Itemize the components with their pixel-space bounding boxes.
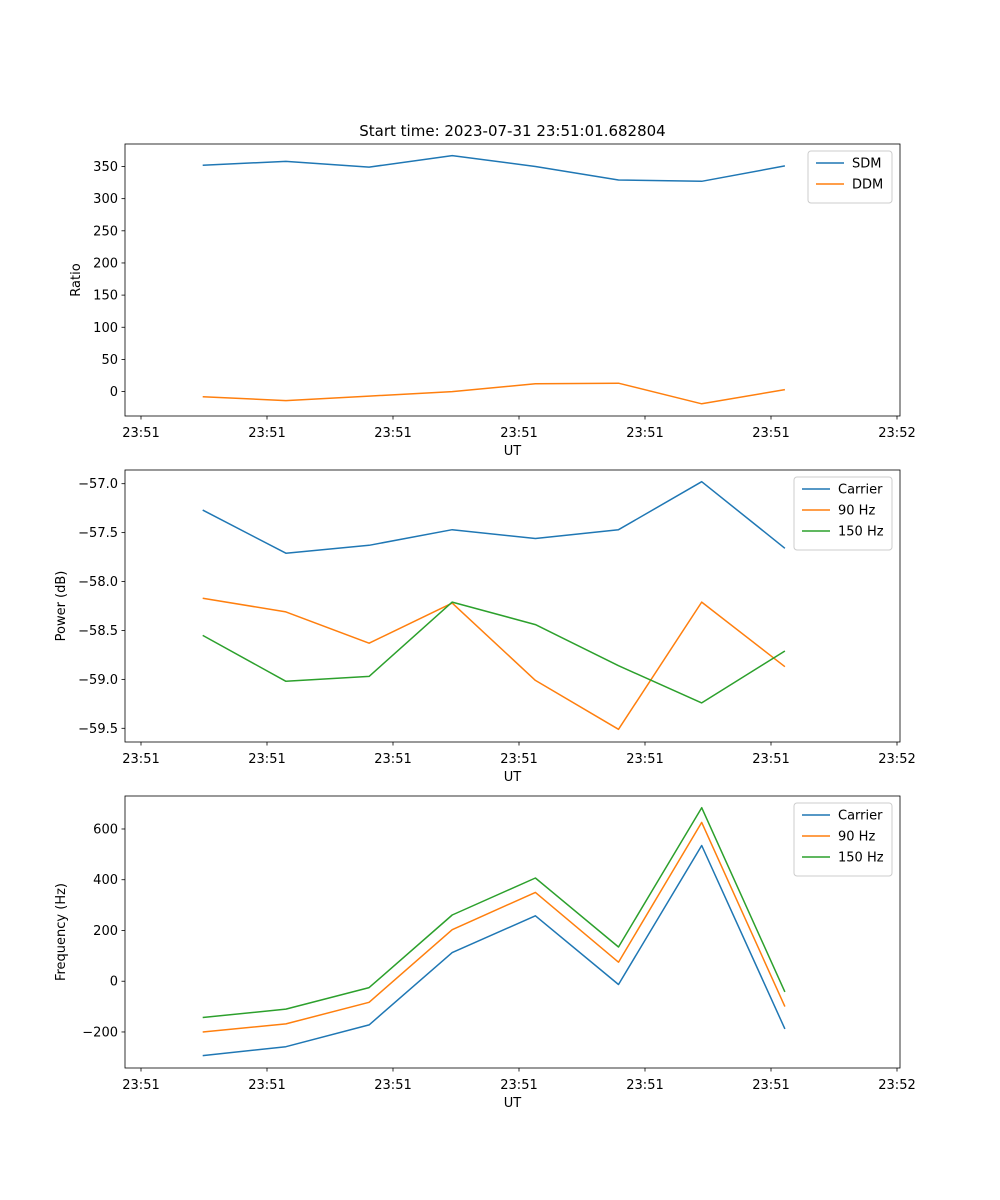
frequency-y-tick-label: 600 [93,822,118,837]
power-y-tick-label: −59.5 [78,722,118,737]
frequency-legend-label-2: 150 Hz [838,851,884,866]
frequency-legend-label-0: Carrier [838,809,883,824]
frequency-series-line-150-hz [202,806,786,1019]
figure-title: Start time: 2023-07-31 23:51:01.682804 [359,122,665,140]
frequency-x-tick-label: 23:52 [878,1078,915,1093]
power-x-tick-label: 23:51 [500,752,537,767]
frequency-panel: 23:51 23:51 23:51 23:51 23:51 23:51 23:52 −200 0… [54,795,916,1111]
frequency-x-tick-label: 23:51 [248,1078,285,1093]
ratio-x-axis-label: UT [504,444,522,459]
ratio-y-tick-label: 0 [110,385,118,400]
power-series-line-carrier [202,480,786,554]
power-series-line-90-hz [202,597,786,731]
ratio-panel: 23:51 23:51 23:51 23:51 23:51 23:51 23:52 0 50 10… [69,143,916,459]
power-axes-frame [124,469,901,743]
frequency-y-tick-label: −200 [82,1025,118,1040]
power-x-tick-label: 23:51 [374,752,411,767]
ratio-legend-box [807,150,893,204]
power-legend-label-1: 90 Hz [838,504,875,519]
ratio-x-tick-label: 23:51 [122,426,159,441]
frequency-x-tick-label: 23:51 [374,1078,411,1093]
power-x-axis-label: UT [504,770,522,785]
frequency-series-line-90-hz [202,821,786,1033]
ratio-x-tick-label: 23:51 [626,426,663,441]
frequency-y-tick-label: 400 [93,873,118,888]
power-legend-label-0: Carrier [838,483,883,498]
power-legend-label-2: 150 Hz [838,525,884,540]
power-x-tick-label: 23:52 [878,752,915,767]
frequency-x-tick-label: 23:51 [752,1078,789,1093]
frequency-series-line-carrier [202,844,786,1057]
ratio-y-tick-label: 150 [93,289,118,304]
ratio-y-axis-label: Ratio [69,263,84,296]
power-panel: 23:51 23:51 23:51 23:51 23:51 23:51 23:52 −57.0… [54,469,916,785]
frequency-legend-label-1: 90 Hz [838,830,875,845]
frequency-x-tick-label: 23:51 [626,1078,663,1093]
ratio-x-tick-label: 23:51 [248,426,285,441]
ratio-y-tick-label: 300 [93,192,118,207]
frequency-x-axis-label: UT [504,1096,522,1111]
ratio-y-tick-label: 200 [93,256,118,271]
ratio-legend-label-1: DDM [852,178,883,193]
ratio-x-tick-label: 23:51 [374,426,411,441]
frequency-y-axis-label: Frequency (Hz) [54,883,69,981]
power-y-axis-label: Power (dB) [54,571,69,642]
ratio-y-tick-label: 100 [93,321,118,336]
power-y-tick-label: −57.0 [78,477,118,492]
power-y-tick-label: −58.5 [78,624,118,639]
frequency-x-tick-label: 23:51 [500,1078,537,1093]
ratio-series-line-ddm [202,382,786,405]
frequency-axes-frame [124,795,901,1069]
ratio-axes-frame [124,143,901,417]
frequency-x-tick-label: 23:51 [122,1078,159,1093]
power-y-tick-label: −57.5 [78,526,118,541]
ratio-x-tick-label: 23:51 [752,426,789,441]
frequency-y-tick-label: 200 [93,924,118,939]
power-x-tick-label: 23:51 [248,752,285,767]
ratio-y-tick-label: 250 [93,224,118,239]
ratio-x-tick-label: 23:51 [500,426,537,441]
power-x-tick-label: 23:51 [626,752,663,767]
frequency-y-tick-label: 0 [110,975,118,990]
ratio-x-tick-label: 23:52 [878,426,915,441]
ratio-series-line-sdm [202,154,786,183]
ratio-legend-label-0: SDM [852,157,881,172]
power-y-tick-label: −58.0 [78,575,118,590]
power-series-line-150-hz [202,601,786,704]
power-x-tick-label: 23:51 [752,752,789,767]
ratio-y-tick-label: 350 [93,160,118,175]
power-y-tick-label: −59.0 [78,673,118,688]
power-x-tick-label: 23:51 [122,752,159,767]
ratio-y-tick-label: 50 [101,353,118,368]
